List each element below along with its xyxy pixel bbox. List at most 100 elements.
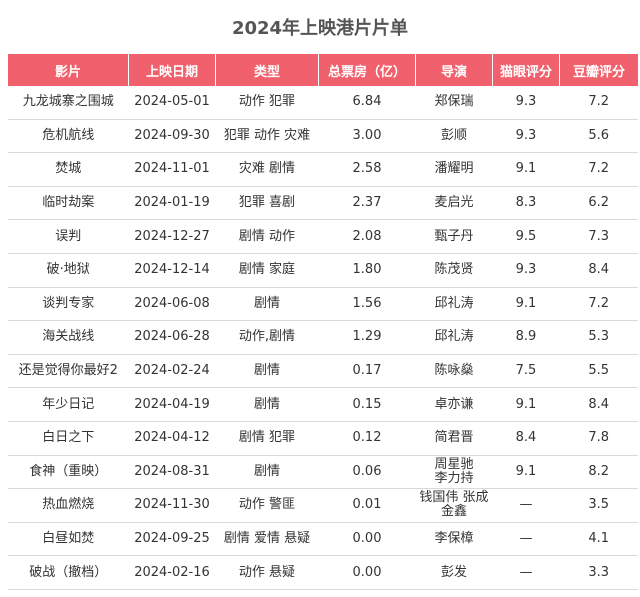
- cell-genre: 动作 警匪: [215, 488, 319, 523]
- cell-box-office: 0.00: [318, 555, 416, 590]
- cell-douban-score: 3.5: [559, 488, 638, 523]
- cell-box-office: 0.15: [318, 387, 416, 422]
- cell-film: 海关战线: [8, 320, 129, 355]
- cell-date: 2024-04-19: [128, 387, 216, 422]
- cell-maoyan-score: 9.1: [492, 287, 560, 322]
- cell-date: 2024-11-01: [128, 152, 216, 187]
- cell-maoyan-score: 7.5: [492, 354, 560, 389]
- cell-box-office: 2.37: [318, 186, 416, 221]
- cell-director: 彭顺: [415, 119, 493, 154]
- cell-box-office: 2.08: [318, 219, 416, 254]
- director-name-line1: 周星驰: [434, 456, 474, 472]
- table-row: 热血燃烧 2024-11-30 动作 警匪 0.01 钱国伟 张成 金鑫 — 3…: [8, 488, 638, 523]
- cell-film: 破战（撤档）: [8, 555, 129, 590]
- cell-genre: 剧情: [215, 387, 319, 422]
- cell-genre: 犯罪 动作 灾难: [215, 119, 319, 154]
- table-row: 食神（重映） 2024-08-31 剧情 0.06 周星驰 李力持 9.1 8.…: [8, 455, 638, 490]
- table-row: 年少日记 2024-04-19 剧情 0.15 卓亦谦 9.1 8.4: [8, 387, 638, 422]
- table-row: 白日之下 2024-04-12 剧情 犯罪 0.12 简君晋 8.4 7.8: [8, 421, 638, 456]
- cell-director: 李保樟: [415, 522, 493, 557]
- cell-director: 周星驰 李力持: [415, 455, 493, 490]
- cell-genre: 剧情: [215, 354, 319, 389]
- cell-date: 2024-01-19: [128, 186, 216, 221]
- cell-genre: 动作 悬疑: [215, 555, 319, 590]
- cell-film: 九龙城寨之围城: [8, 86, 129, 120]
- cell-date: 2024-06-08: [128, 287, 216, 322]
- cell-douban-score: 7.3: [559, 219, 638, 254]
- cell-genre: 剧情 犯罪: [215, 421, 319, 456]
- cell-douban-score: 7.2: [559, 287, 638, 322]
- cell-maoyan-score: 8.9: [492, 320, 560, 355]
- cell-maoyan-score: 8.3: [492, 186, 560, 221]
- cell-director: 麦启光: [415, 186, 493, 221]
- cell-film: 误判: [8, 219, 129, 254]
- cell-director: 钱国伟 张成 金鑫: [415, 488, 493, 523]
- cell-box-office: 0.12: [318, 421, 416, 456]
- page-title: 2024年上映港片片单: [231, 18, 409, 39]
- cell-director: 卓亦谦: [415, 387, 493, 422]
- cell-director: 邱礼涛: [415, 320, 493, 355]
- table-row: 海关战线 2024-06-28 动作,剧情 1.29 邱礼涛 8.9 5.3: [8, 320, 638, 355]
- table-row: 焚城 2024-11-01 灾难 剧情 2.58 潘耀明 9.1 7.2: [8, 152, 638, 187]
- cell-director: 邱礼涛: [415, 287, 493, 322]
- cell-douban-score: 4.1: [559, 522, 638, 557]
- cell-director: 陈茂贤: [415, 253, 493, 288]
- cell-date: 2024-05-01: [128, 86, 216, 120]
- cell-film: 危机航线: [8, 119, 129, 154]
- cell-film: 食神（重映）: [8, 455, 129, 490]
- cell-film: 白昼如焚: [8, 522, 129, 557]
- cell-film: 破·地狱: [8, 253, 129, 288]
- cell-genre: 剧情 家庭: [215, 253, 319, 288]
- table-body: 九龙城寨之围城 2024-05-01 动作 犯罪 6.84 郑保瑞 9.3 7.…: [8, 86, 638, 590]
- table-row: 危机航线 2024-09-30 犯罪 动作 灾难 3.00 彭顺 9.3 5.6: [8, 119, 638, 154]
- cell-box-office: 6.84: [318, 86, 416, 120]
- cell-douban-score: 7.8: [559, 421, 638, 456]
- cell-maoyan-score: —: [492, 488, 560, 523]
- column-header-maoyan-score: 猫眼评分: [492, 54, 560, 86]
- table-row: 还是觉得你最好2 2024-02-24 剧情 0.17 陈咏燊 7.5 5.5: [8, 354, 638, 389]
- director-name-line1: 钱国伟 张成: [419, 490, 489, 506]
- cell-film: 临时劫案: [8, 186, 129, 221]
- cell-film: 还是觉得你最好2: [8, 354, 129, 389]
- cell-maoyan-score: 9.3: [492, 86, 560, 120]
- cell-box-office: 0.06: [318, 455, 416, 490]
- table-row: 破·地狱 2024-12-14 剧情 家庭 1.80 陈茂贤 9.3 8.4: [8, 253, 638, 288]
- director-name-line2: 金鑫: [440, 504, 467, 520]
- cell-douban-score: 3.3: [559, 555, 638, 590]
- cell-director: 陈咏燊: [415, 354, 493, 389]
- cell-date: 2024-12-14: [128, 253, 216, 288]
- column-header-date: 上映日期: [128, 54, 216, 86]
- cell-date: 2024-04-12: [128, 421, 216, 456]
- cell-date: 2024-02-24: [128, 354, 216, 389]
- column-header-director: 导演: [415, 54, 493, 86]
- cell-box-office: 3.00: [318, 119, 416, 154]
- cell-maoyan-score: 9.5: [492, 219, 560, 254]
- cell-box-office: 0.01: [318, 488, 416, 523]
- cell-douban-score: 5.3: [559, 320, 638, 355]
- cell-film: 白日之下: [8, 421, 129, 456]
- cell-film: 谈判专家: [8, 287, 129, 322]
- column-header-douban-score: 豆瓣评分: [559, 54, 638, 86]
- cell-film: 年少日记: [8, 387, 129, 422]
- cell-maoyan-score: —: [492, 555, 560, 590]
- cell-director: 甄子丹: [415, 219, 493, 254]
- table-row: 误判 2024-12-27 剧情 动作 2.08 甄子丹 9.5 7.3: [8, 219, 638, 254]
- cell-douban-score: 8.2: [559, 455, 638, 490]
- column-header-film: 影片: [8, 54, 129, 86]
- cell-box-office: 1.29: [318, 320, 416, 355]
- cell-director: 郑保瑞: [415, 86, 493, 120]
- cell-box-office: 2.58: [318, 152, 416, 187]
- cell-date: 2024-09-25: [128, 522, 216, 557]
- table-header-row: 影片 上映日期 类型 总票房（亿） 导演 猫眼评分 豆瓣评分: [8, 54, 638, 86]
- cell-film: 热血燃烧: [8, 488, 129, 523]
- cell-film: 焚城: [8, 152, 129, 187]
- cell-maoyan-score: 9.1: [492, 152, 560, 187]
- column-header-box-office: 总票房（亿）: [318, 54, 416, 86]
- cell-date: 2024-11-30: [128, 488, 216, 523]
- cell-douban-score: 7.2: [559, 86, 638, 120]
- cell-date: 2024-06-28: [128, 320, 216, 355]
- film-table: 影片 上映日期 类型 总票房（亿） 导演 猫眼评分 豆瓣评分 九龙城寨之围城 2…: [8, 54, 638, 590]
- cell-maoyan-score: —: [492, 522, 560, 557]
- cell-box-office: 1.56: [318, 287, 416, 322]
- cell-genre: 剧情: [215, 287, 319, 322]
